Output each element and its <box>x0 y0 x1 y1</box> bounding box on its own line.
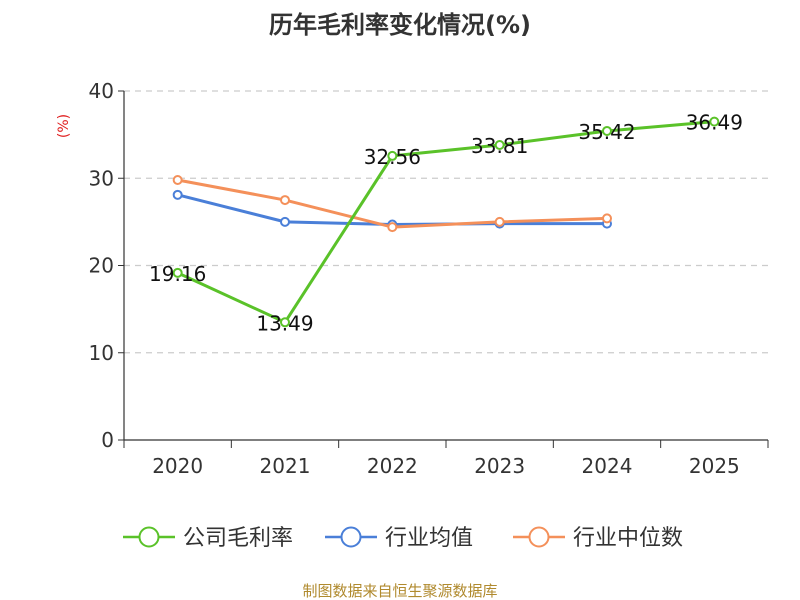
source-note: 制图数据来自恒生聚源数据库 <box>302 582 497 600</box>
x-tick-label: 2022 <box>367 454 418 478</box>
y-unit-label: (%) <box>56 114 72 138</box>
x-tick-label: 2020 <box>152 454 203 478</box>
data-label: 33.81 <box>471 134 528 158</box>
data-point[interactable] <box>172 267 183 278</box>
y-tick-label: 30 <box>89 166 114 190</box>
y-tick-label: 0 <box>101 428 114 452</box>
x-tick-label: 2023 <box>474 454 525 478</box>
data-point[interactable] <box>602 213 612 224</box>
x-tick-label: 2021 <box>260 454 311 478</box>
legend-label[interactable]: 行业中位数 <box>573 526 683 551</box>
y-tick-label: 20 <box>89 254 114 278</box>
data-point[interactable] <box>172 174 183 185</box>
data-label: 35.42 <box>578 120 635 144</box>
legend-marker <box>528 526 550 548</box>
chart-title: 历年毛利率变化情况(%) <box>269 11 531 39</box>
data-labels: 19.16 13.49 32.56 33.81 35.42 36.49 <box>149 111 743 336</box>
legend: 公司毛利率 行业均值 行业中位数 <box>123 526 683 551</box>
data-label: 36.49 <box>686 111 743 135</box>
data-point[interactable] <box>280 216 290 227</box>
data-point[interactable] <box>602 125 612 136</box>
data-point[interactable] <box>387 150 398 161</box>
data-label: 13.49 <box>256 311 313 335</box>
grid-lines <box>124 90 768 354</box>
data-label: 32.56 <box>364 145 421 169</box>
x-tick-label: 2025 <box>689 454 740 478</box>
y-tick-label: 10 <box>89 341 114 365</box>
x-tick-label: 2024 <box>582 454 633 478</box>
legend-marker <box>138 526 160 548</box>
data-point[interactable] <box>709 116 720 127</box>
legend-label[interactable]: 行业均值 <box>385 526 473 551</box>
data-point[interactable] <box>494 140 505 151</box>
data-label: 19.16 <box>149 262 206 286</box>
data-point[interactable] <box>172 189 183 200</box>
data-point[interactable] <box>280 317 290 328</box>
axes: 0 10 20 30 40 2020 2021 2022 2023 2024 2025 <box>89 79 769 478</box>
y-tick-label: 40 <box>89 79 114 103</box>
data-point[interactable] <box>494 216 505 227</box>
legend-label[interactable]: 公司毛利率 <box>183 526 293 551</box>
series-lines <box>172 116 720 328</box>
data-point[interactable] <box>387 222 398 233</box>
legend-marker <box>340 526 362 548</box>
series-line-0 <box>177 120 715 324</box>
data-point[interactable] <box>280 195 290 206</box>
